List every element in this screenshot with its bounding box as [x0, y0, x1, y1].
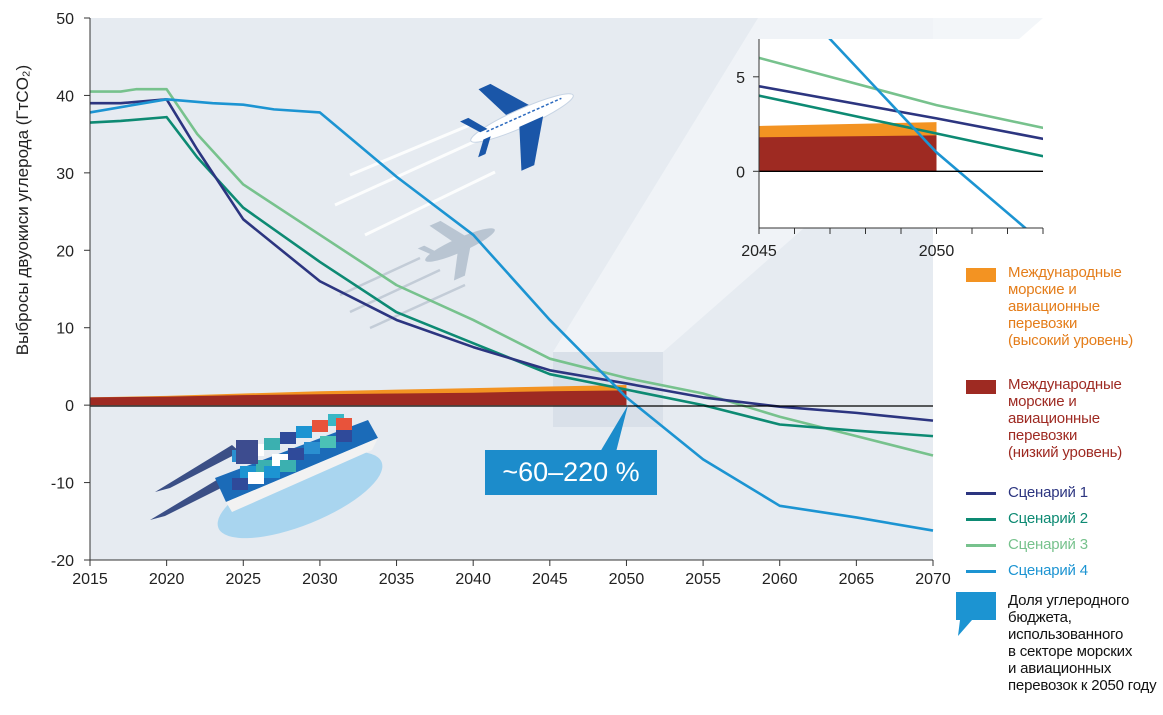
- legend-swatch: [966, 518, 996, 521]
- inset-x-tick-label: 2045: [741, 243, 777, 260]
- legend-label-line: Сценарий 4: [1008, 562, 1088, 579]
- legend-swatch: [966, 268, 996, 282]
- budget-share-callout: ~60–220 %: [485, 450, 657, 495]
- legend-label: Доля углеродного бюджета, использованного в…: [1008, 592, 1157, 694]
- shipping-areas: [90, 385, 627, 406]
- legend-label-line: Доля углеродного: [1008, 592, 1130, 609]
- x-tick-label: 2050: [609, 571, 645, 588]
- y-tick-label: 30: [56, 166, 74, 183]
- inset-y-tick-label: 0: [736, 164, 745, 181]
- x-tick-label: 2025: [225, 571, 261, 588]
- inset-areas: [759, 122, 937, 172]
- callout-pointer: [600, 405, 628, 452]
- inset-y-tick-label: 5: [736, 70, 745, 87]
- legend-swatch: [966, 380, 996, 394]
- x-tick-label: 2040: [455, 571, 491, 588]
- line-scenario-3: [90, 87, 934, 457]
- inset-chart: 2045 2050 5 0: [736, 39, 1044, 260]
- x-tick-label: 2020: [149, 571, 185, 588]
- line-scenario-2: [89, 115, 934, 438]
- legend-label-line: Международные: [1008, 264, 1122, 281]
- inset-axes: 2045 2050 5 0: [736, 39, 1044, 260]
- legend-label-line: Сценарий 1: [1008, 484, 1088, 501]
- legend-swatch: [966, 492, 996, 495]
- legend-label: Международные морские и авиационные перевоз…: [1008, 376, 1122, 461]
- y-tick-label: 10: [56, 321, 74, 338]
- airplane-icon: [460, 83, 574, 171]
- x-tick-label: 2015: [72, 571, 108, 588]
- legend-label-line: Сценарий 2: [1008, 510, 1088, 527]
- legend-label-line: бюджета,: [1008, 609, 1072, 626]
- y-tick-label: 50: [56, 11, 74, 28]
- legend-swatch: [966, 544, 996, 547]
- legend-label: Сценарий 2: [1008, 510, 1088, 527]
- legend-label-line: авиационные: [1008, 298, 1100, 315]
- y-tick-label: 40: [56, 88, 74, 105]
- legend-label: Международные морские и авиационные перевоз…: [1008, 264, 1133, 349]
- line-scenario-4: [89, 98, 934, 532]
- x-tick-label: 2035: [379, 571, 415, 588]
- y-tick-label: 0: [65, 398, 74, 415]
- x-tick-label: 2060: [762, 571, 798, 588]
- scenario-lines: [89, 87, 934, 532]
- y-tick-label: -10: [51, 476, 74, 493]
- x-tick-label: 2070: [915, 571, 951, 588]
- legend-label-line: авиационные: [1008, 410, 1100, 427]
- legend-label-line: перевозки: [1008, 315, 1078, 332]
- legend-label-line: перевозок к 2050 году: [1008, 677, 1157, 694]
- x-tick-label: 2030: [302, 571, 338, 588]
- legend-label-line: и авиационных: [1008, 660, 1112, 677]
- legend-label-line: морские и: [1008, 281, 1077, 298]
- ship-wake-icon: [150, 445, 240, 520]
- x-tick-label: 2065: [839, 571, 875, 588]
- container-ship-icon: [215, 414, 383, 539]
- legend-label-line: Сценарий 3: [1008, 536, 1088, 553]
- legend-label-line: в секторе морских: [1008, 643, 1133, 660]
- legend-label-line: использованного: [1008, 626, 1124, 643]
- legend-label-line: (низкий уровень): [1008, 444, 1123, 461]
- inset-area-shipping-low: [759, 135, 937, 172]
- y-tick-label: -20: [51, 553, 74, 570]
- legend-label: Сценарий 1: [1008, 484, 1088, 501]
- airplane-shadow-icon: [417, 220, 495, 281]
- area-shipping-low: [90, 390, 627, 406]
- legend-label-line: (высокий уровень): [1008, 332, 1134, 349]
- inset-x-tick-label: 2050: [919, 243, 955, 260]
- legend-label-line: Международные: [1008, 376, 1122, 393]
- legend-label-line: морские и: [1008, 393, 1077, 410]
- line-scenario-1: [90, 98, 934, 422]
- illustrations: [150, 83, 574, 539]
- legend-label: Сценарий 4: [1008, 562, 1088, 579]
- legend-swatch: [956, 592, 996, 638]
- legend-label-line: перевозки: [1008, 427, 1078, 444]
- legend-swatch: [966, 570, 996, 573]
- y-tick-label: 20: [56, 243, 74, 260]
- x-tick-label: 2045: [532, 571, 568, 588]
- legend-label: Сценарий 3: [1008, 536, 1088, 553]
- y-axis-label: Выбросы двуокиси углерода (ГтCO₂): [13, 65, 32, 355]
- axes: 2015 2020 2025 2030 2035 2040 2045 2050 2055 2060…: [51, 11, 951, 588]
- x-tick-label: 2055: [685, 571, 721, 588]
